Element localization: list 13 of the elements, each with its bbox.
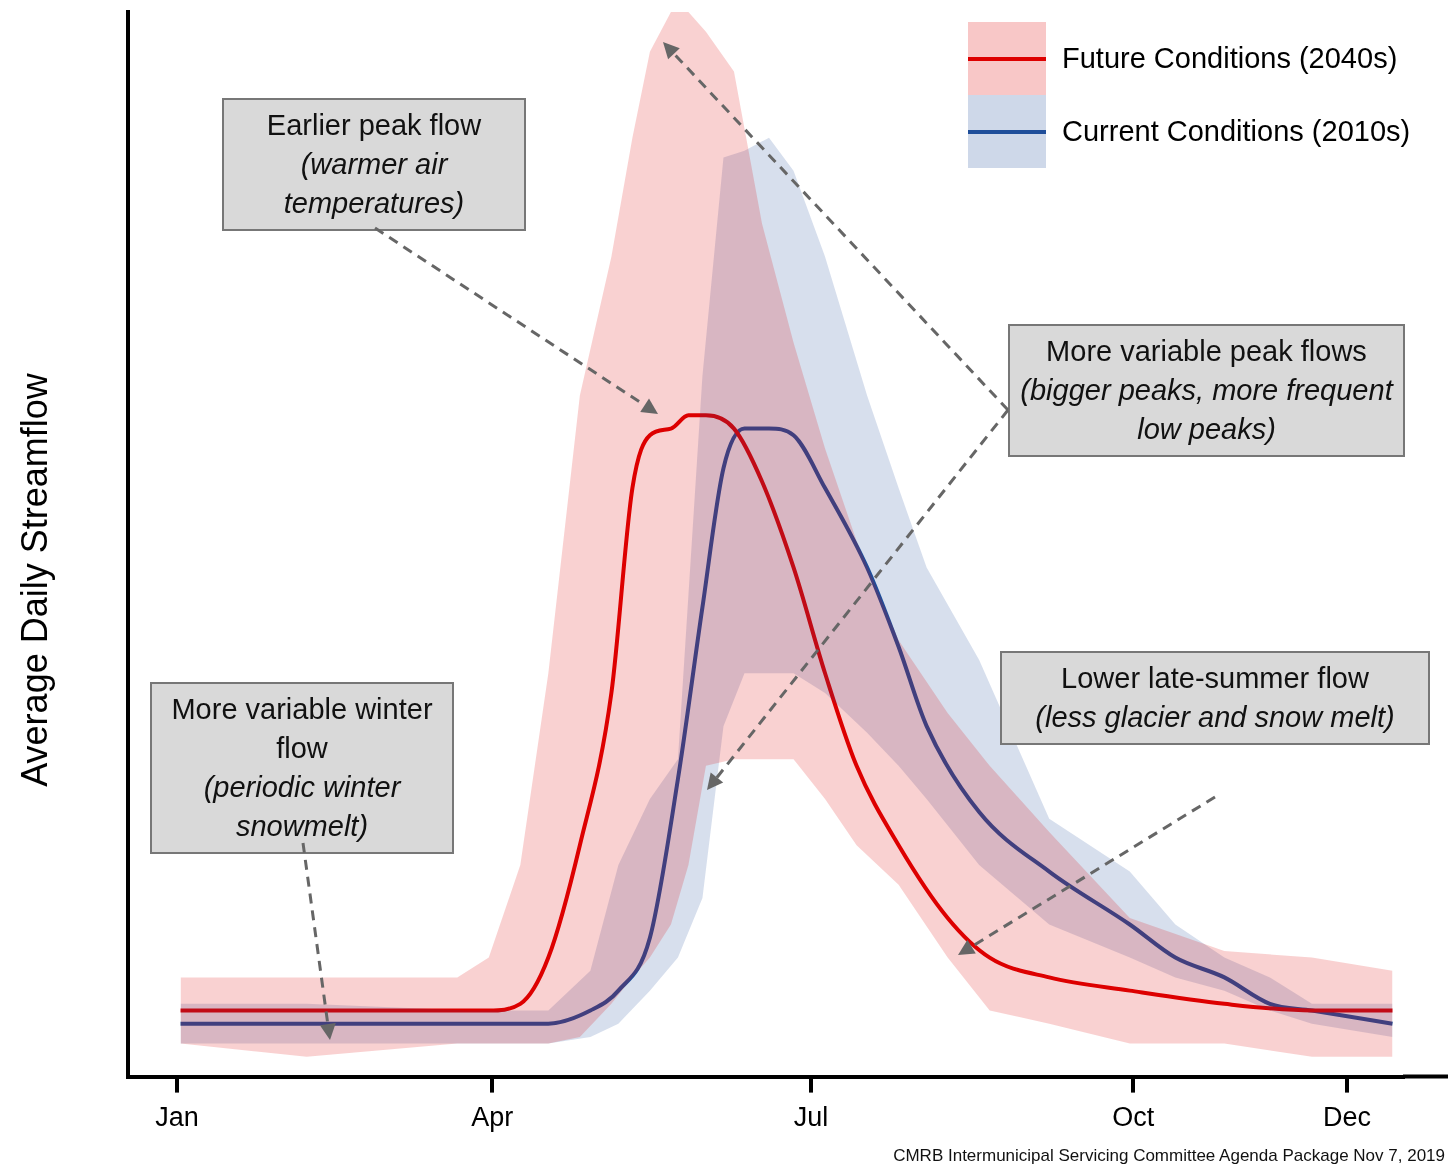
x-tick-label: Dec — [1322, 1102, 1371, 1133]
annotation: Lower late-summer flow (less glacier and snow melt) — [1000, 651, 1430, 745]
text: Earlier peak flow (warmer air temperatures) — [222, 98, 526, 231]
y-axis-title: Average Daily Streamflow — [13, 373, 56, 787]
legend-label: Current Conditions (2010s) — [1062, 115, 1411, 148]
annotation: More variable peak flows (bigger peaks, more frequent low peaks) — [1008, 324, 1405, 457]
annotation: More variable winter flow (periodic winter snowmelt) — [150, 682, 454, 854]
x-tick-label: Apr — [471, 1102, 514, 1133]
x-tick-label: Jan — [155, 1102, 199, 1133]
text: CMRB Intermunicipal Servicing Committee Agenda Package Nov 7, 2019 — [893, 1146, 1445, 1166]
x-tick-label: Oct — [1112, 1102, 1155, 1133]
legend-label: Future Conditions (2040s) — [1062, 42, 1398, 75]
x-tick-label: Jul — [793, 1102, 829, 1133]
